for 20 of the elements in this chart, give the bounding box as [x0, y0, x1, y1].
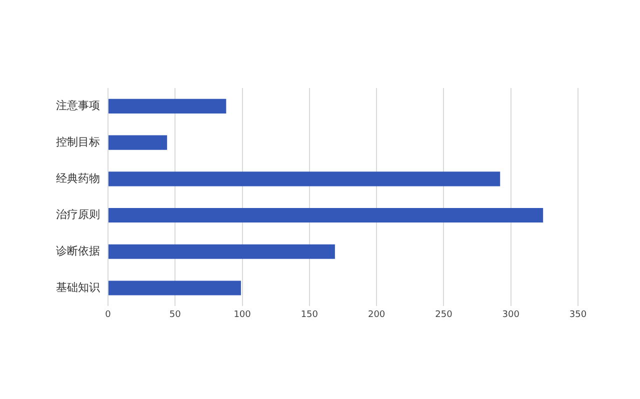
- y-tick-label: 治疗原则: [56, 208, 100, 222]
- bar: [108, 98, 226, 114]
- y-tick-label: 基础知识: [56, 280, 100, 294]
- y-tick-label: 注意事项: [56, 99, 100, 112]
- bar: [108, 172, 500, 186]
- x-tick-label: 350: [569, 310, 587, 320]
- y-tick-label: 经典药物: [56, 172, 100, 185]
- y-tick-label: 诊断依据: [56, 244, 100, 258]
- x-tick-label: 300: [502, 310, 520, 320]
- x-tick-label: 150: [300, 310, 318, 320]
- y-tick-label: 控制目标: [56, 135, 100, 148]
- bar: [108, 135, 168, 150]
- x-tick-label: 200: [368, 310, 386, 320]
- x-tick-label: 50: [169, 310, 182, 320]
- x-tick-label: 0: [105, 310, 112, 320]
- x-tick-label: 250: [435, 310, 453, 320]
- bar: [108, 208, 544, 223]
- bar: [108, 244, 335, 259]
- x-tick-label: 100: [234, 310, 252, 320]
- bar: [108, 280, 241, 296]
